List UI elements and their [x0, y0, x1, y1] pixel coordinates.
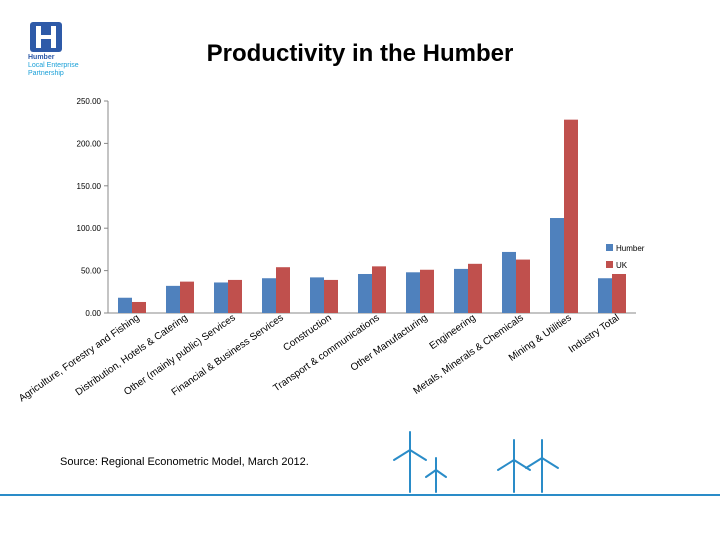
y-tick-label: 50.00 — [81, 267, 102, 276]
y-tick-label: 250.00 — [77, 97, 102, 106]
y-tick-label: 200.00 — [77, 139, 102, 148]
legend-label-humber: Humber — [616, 244, 645, 253]
bar-humber-1 — [166, 285, 180, 313]
bar-uk-9 — [564, 119, 578, 313]
logo: Humber Local Enterprise Partnership — [28, 22, 108, 82]
logo-text-line2: Local Enterprise — [28, 62, 79, 69]
bar-uk-4 — [324, 279, 338, 313]
bar-humber-2 — [214, 282, 228, 313]
legend-swatch-uk — [606, 261, 613, 268]
logo-h-icon — [30, 22, 62, 52]
bar-humber-4 — [310, 277, 324, 313]
bar-humber-9 — [550, 218, 564, 313]
x-tick-label: Industry Total — [567, 312, 622, 355]
footer-line — [0, 494, 720, 496]
bar-uk-8 — [516, 259, 530, 313]
bar-uk-2 — [228, 279, 242, 313]
bar-uk-6 — [420, 269, 434, 313]
bar-humber-5 — [358, 273, 372, 313]
legend-swatch-humber — [606, 244, 613, 251]
bar-humber-7 — [454, 268, 468, 313]
y-tick-label: 0.00 — [85, 309, 101, 318]
bar-humber-0 — [118, 297, 132, 313]
bar-humber-3 — [262, 278, 276, 313]
bar-humber-8 — [502, 251, 516, 313]
legend-label-uk: UK — [616, 261, 628, 270]
bar-uk-0 — [132, 301, 146, 313]
logo-text-line3: Partnership — [28, 70, 64, 77]
page-title: Productivity in the Humber — [206, 40, 514, 67]
bar-uk-7 — [468, 263, 482, 313]
bar-uk-5 — [372, 266, 386, 313]
y-tick-label: 150.00 — [77, 182, 102, 191]
bar-humber-6 — [406, 272, 420, 313]
bar-uk-3 — [276, 267, 290, 313]
bar-uk-1 — [180, 281, 194, 313]
logo-text-line1: Humber — [28, 54, 55, 61]
source-note: Source: Regional Econometric Model, Marc… — [60, 456, 309, 468]
wind-turbines-icon — [393, 431, 559, 493]
chart: 0.0050.00100.00150.00200.00250.00Agricul… — [17, 97, 645, 404]
y-tick-label: 100.00 — [77, 224, 102, 233]
bar-uk-10 — [612, 273, 626, 313]
bar-humber-10 — [598, 278, 612, 313]
